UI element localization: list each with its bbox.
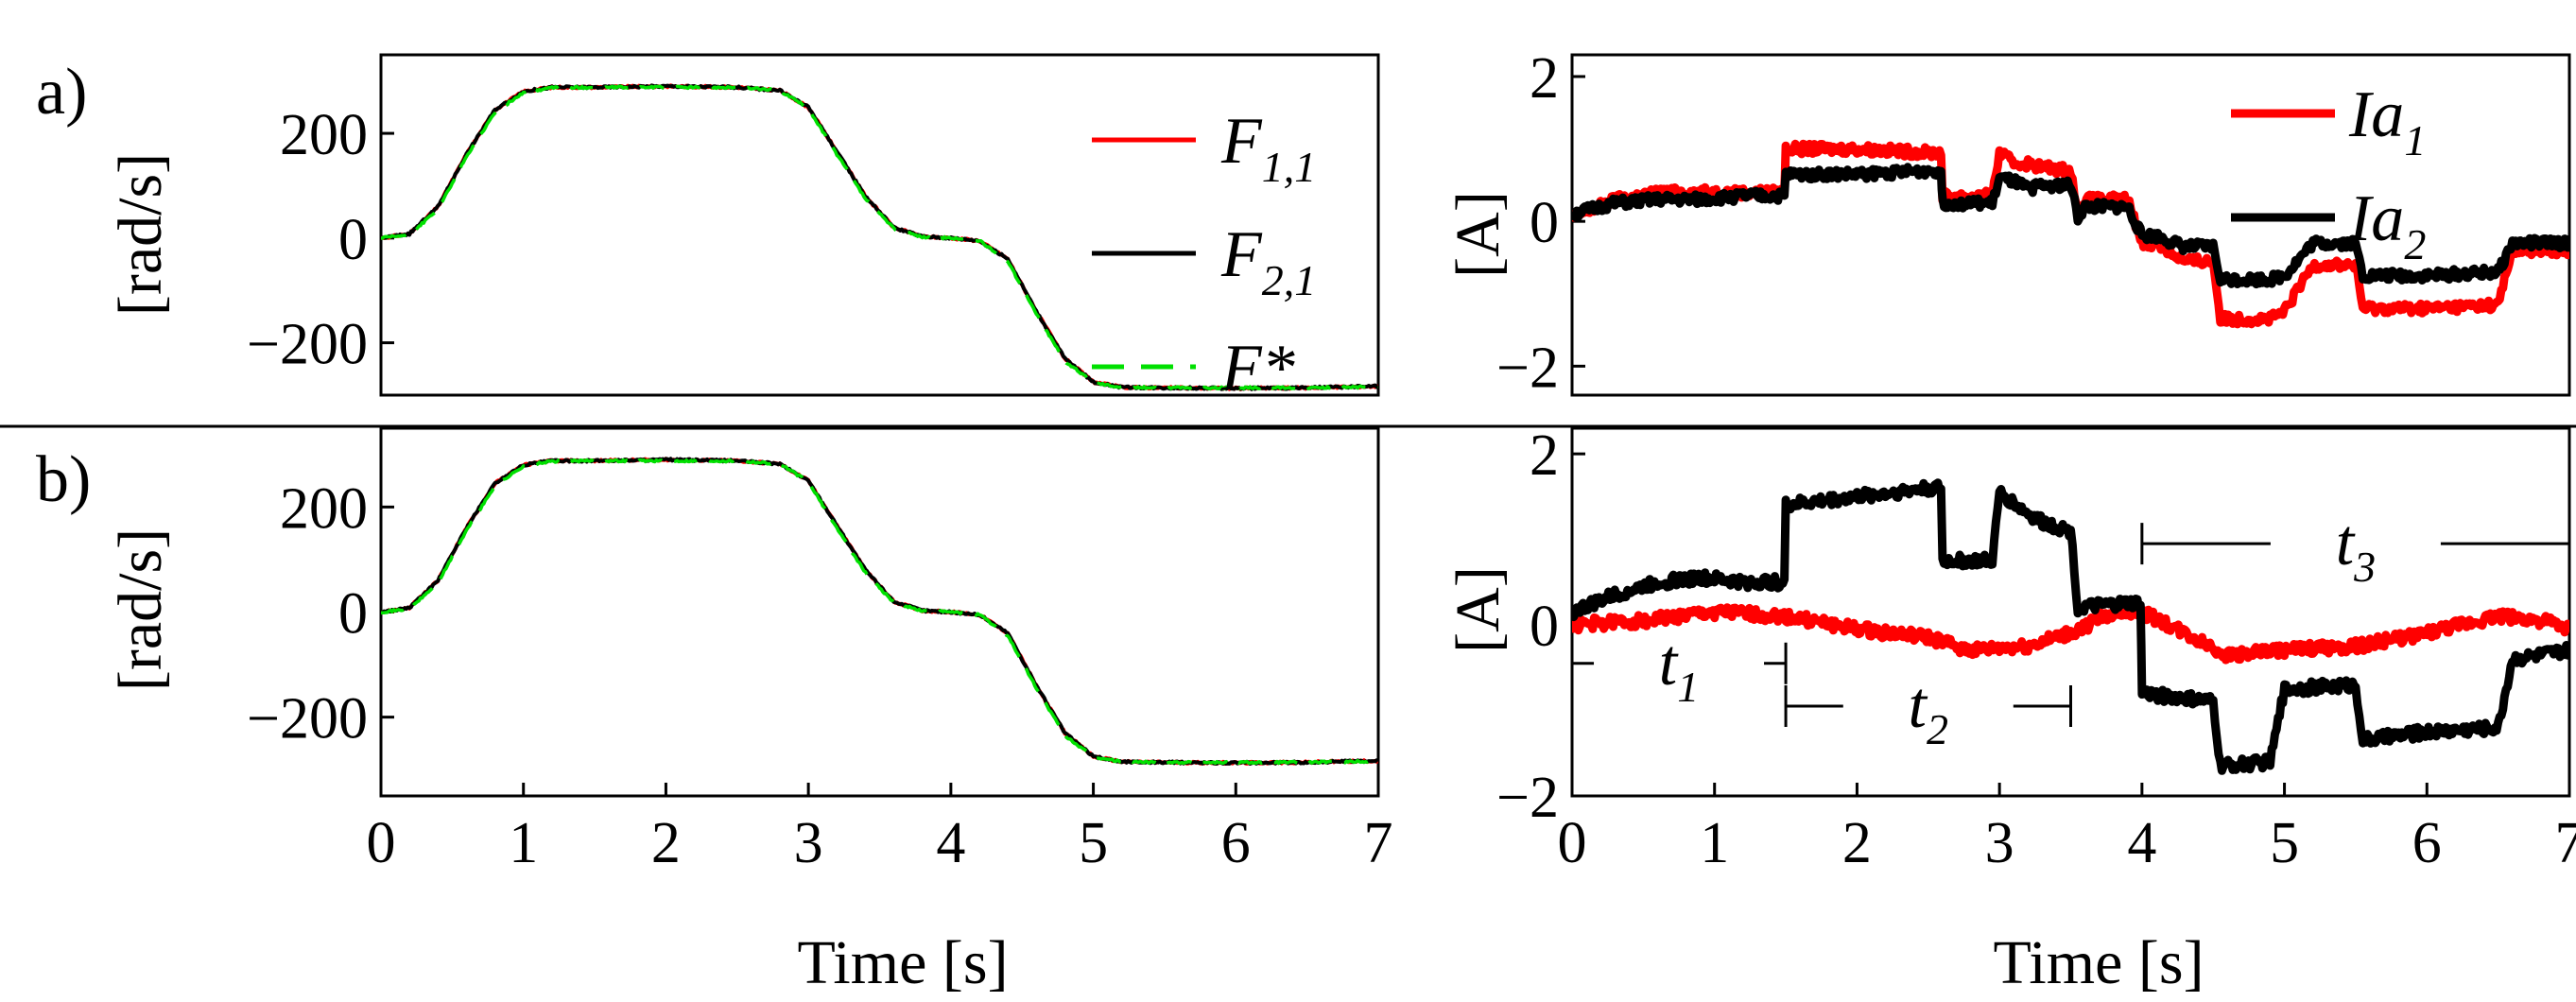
ylabel-a-left: [rad/s] [106, 153, 175, 316]
x-tick-label: 3 [1985, 811, 2014, 875]
x-tick-label: 4 [936, 811, 965, 875]
x-tick-label: 1 [509, 811, 538, 875]
x-tick-label: 7 [2555, 811, 2576, 875]
x-tick-label: 2 [651, 811, 681, 875]
y-tick-label: −200 [247, 313, 368, 377]
series-line-f [381, 458, 1378, 766]
legend-label: Ia2 [2348, 182, 2426, 268]
x-tick-label: 1 [1700, 811, 1729, 875]
x-tick-label: 4 [2127, 811, 2156, 875]
ylabel-a-right: [A] [1444, 191, 1513, 278]
xlabel-b-right: Time [s] [1993, 928, 2204, 997]
plot-b-left: −200 0 200 0 1 2 3 4 5 6 7 [247, 426, 1393, 875]
x-tick-label: 6 [2412, 811, 2442, 875]
series-line-ia2 [1572, 478, 2569, 775]
y-tick-label: 2 [1530, 46, 1559, 111]
axes-box [1570, 53, 2571, 397]
y-tick-label: 0 [1530, 191, 1559, 255]
y-tick-label: −2 [1496, 336, 1559, 400]
y-tick-label: −2 [1496, 766, 1559, 830]
x-tick-label: 0 [1558, 811, 1587, 875]
ylabel-b-right: [A] [1444, 566, 1513, 653]
panel-label-a: a) [36, 56, 87, 129]
y-tick-label: 0 [338, 582, 368, 647]
x-tick-label: 5 [2270, 811, 2299, 875]
x-tick-label: 3 [794, 811, 823, 875]
x-tick-label: 5 [1079, 811, 1108, 875]
y-tick-label: 200 [280, 103, 368, 167]
x-tick-label: 7 [1364, 811, 1393, 875]
ylabel-b-left: [rad/s] [106, 528, 175, 691]
x-tick-label: 6 [1221, 811, 1251, 875]
axes-box [379, 53, 1380, 397]
series-line-ia1 [1572, 601, 2569, 665]
y-tick-label: 200 [280, 476, 368, 541]
series-line-f [381, 84, 1378, 391]
y-tick-label: −200 [247, 687, 368, 752]
x-tick-label: 2 [1842, 811, 1872, 875]
y-tick-label: 0 [1530, 595, 1559, 659]
legend-label: F* [1220, 332, 1295, 405]
panel-label-b: b) [36, 443, 91, 516]
series-line-ia2 [1572, 163, 2569, 289]
y-tick-label: 0 [338, 208, 368, 272]
x-tick-label: 0 [367, 811, 396, 875]
xlabel-b-left: Time [s] [797, 928, 1008, 997]
y-tick-label: 2 [1530, 423, 1559, 488]
